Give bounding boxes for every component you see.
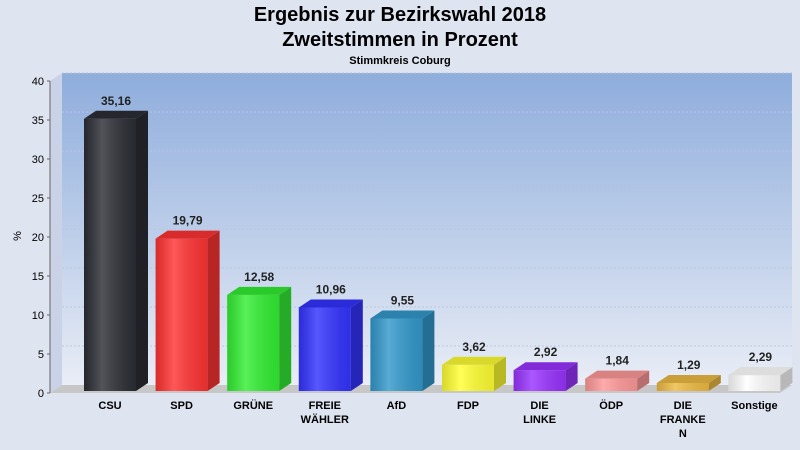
x-tick-label: DIE FRANKE N xyxy=(660,400,706,440)
bar-shading xyxy=(155,238,208,391)
x-tick-label-line: LINKE xyxy=(523,414,556,426)
x-tick-label: Sonstige xyxy=(731,400,777,412)
data-label: 3,62 xyxy=(462,340,486,354)
bar-shading xyxy=(227,294,280,391)
bar-shading xyxy=(585,378,638,391)
bar-side xyxy=(136,110,148,391)
bar-shading xyxy=(84,118,136,391)
x-tick-label: AfD xyxy=(387,400,407,412)
data-label: 12,58 xyxy=(244,270,274,284)
bar-top-light xyxy=(728,367,793,376)
bar xyxy=(442,356,506,391)
x-tick-label-line: SPD xyxy=(170,400,193,412)
bar-top xyxy=(442,356,506,365)
bar-side xyxy=(494,356,506,391)
bar xyxy=(84,110,148,391)
bar xyxy=(370,310,435,391)
data-label: 2,92 xyxy=(534,345,558,359)
bar xyxy=(585,370,650,391)
x-tick-label-line: N xyxy=(679,428,687,440)
bar xyxy=(227,286,292,391)
bar-side xyxy=(637,370,650,391)
bar xyxy=(298,299,363,391)
bar-top xyxy=(370,310,435,319)
x-tick-label-line: GRÜNE xyxy=(233,399,273,412)
bar-side xyxy=(279,286,292,391)
x-tick-label: FDP xyxy=(457,400,479,412)
bar-top xyxy=(656,374,721,383)
data-label: 35,16 xyxy=(101,94,131,108)
bar-side xyxy=(350,299,363,391)
y-tick-label: 25 xyxy=(32,193,44,205)
x-tick-label: GRÜNE xyxy=(233,399,273,412)
bar-side xyxy=(422,310,435,391)
x-tick-label: ÖDP xyxy=(599,399,623,412)
x-tick-label-line: FDP xyxy=(457,400,479,412)
y-tick-label: 35 xyxy=(32,115,44,127)
bar xyxy=(155,230,220,391)
y-axis-label: % xyxy=(12,231,24,241)
data-label: 1,29 xyxy=(677,358,701,372)
x-tick-label: DIE LINKE xyxy=(523,400,556,426)
x-tick-label: FREIE WÄHLER xyxy=(301,400,349,426)
x-tick-label-line: CSU xyxy=(98,400,121,412)
x-tick-label-line: DIE xyxy=(674,400,692,412)
plot-left-wall xyxy=(50,73,62,393)
x-tick-label-line: DIE xyxy=(530,400,548,412)
data-label: 9,55 xyxy=(391,294,415,308)
data-label: 2,29 xyxy=(749,350,773,364)
bar-top xyxy=(155,230,220,239)
x-tick-label: SPD xyxy=(170,400,193,412)
bar-shading xyxy=(513,370,566,391)
bar-shading xyxy=(370,318,423,391)
bar-side xyxy=(780,367,793,391)
bar xyxy=(513,362,578,391)
bar-top xyxy=(513,362,578,371)
chart-title-line2: Zweitstimmen in Prozent xyxy=(282,29,518,51)
bar-shading xyxy=(298,307,351,391)
bar-shading xyxy=(656,382,709,391)
bar-shading xyxy=(442,364,494,391)
x-tick-label-line: AfD xyxy=(387,400,407,412)
y-tick-label: 15 xyxy=(32,271,44,283)
x-tick-label-line: WÄHLER xyxy=(301,413,349,426)
data-label: 10,96 xyxy=(316,283,346,297)
bar-top xyxy=(227,286,292,295)
data-label: 19,79 xyxy=(173,214,203,228)
chart-title-line1: Ergebnis zur Bezirkswahl 2018 xyxy=(253,4,547,26)
x-tick-label-line: ÖDP xyxy=(599,399,623,412)
y-tick-label: 10 xyxy=(32,310,44,322)
y-tick-label: 30 xyxy=(32,154,44,166)
bar xyxy=(728,367,793,391)
x-tick-label: CSU xyxy=(98,400,121,412)
chart-subtitle: Stimmkreis Coburg xyxy=(349,55,451,67)
bar-side xyxy=(708,374,721,391)
x-tick-label-line: Sonstige xyxy=(731,400,777,412)
bar-side xyxy=(565,362,578,391)
y-tick-label: 20 xyxy=(32,232,44,244)
bar-shading xyxy=(728,375,781,391)
bar-top xyxy=(585,370,650,379)
x-tick-label-line: FREIE xyxy=(309,400,341,412)
bar-side xyxy=(207,230,220,391)
data-label: 1,84 xyxy=(606,354,630,368)
bar xyxy=(656,374,721,391)
y-tick-label: 0 xyxy=(38,388,44,400)
bar-top xyxy=(84,110,148,119)
y-tick-label: 5 xyxy=(38,349,44,361)
y-tick-label: 40 xyxy=(32,76,44,88)
bar-top xyxy=(298,299,363,308)
x-tick-label-line: FRANKE xyxy=(660,414,706,426)
